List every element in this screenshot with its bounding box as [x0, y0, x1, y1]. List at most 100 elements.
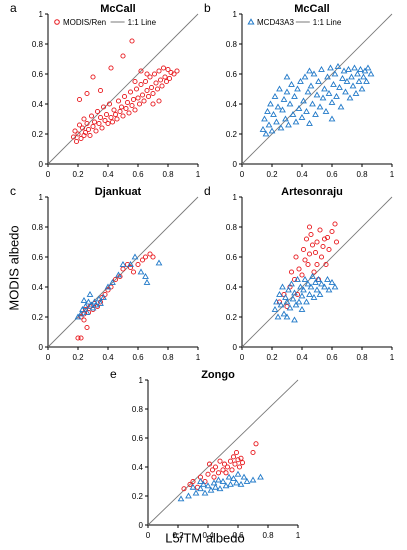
data-point	[325, 286, 333, 293]
data-point	[151, 71, 158, 77]
data-point	[126, 110, 132, 116]
data-point	[212, 483, 219, 490]
data-point	[223, 470, 229, 476]
data-point	[106, 101, 113, 107]
data-point	[363, 77, 370, 84]
data-point	[97, 114, 104, 121]
data-point	[303, 298, 310, 305]
data-point	[234, 470, 242, 477]
panel-letter: d	[204, 184, 211, 198]
data-point	[94, 108, 101, 115]
data-point	[111, 107, 117, 113]
data-point	[84, 120, 90, 127]
data-point	[307, 283, 315, 290]
x-tick-label: 0.4	[296, 170, 308, 179]
y-tick-label: 0.8	[32, 223, 44, 232]
data-point	[261, 115, 268, 122]
data-point	[326, 246, 332, 253]
data-point	[90, 123, 96, 130]
data-point	[78, 335, 84, 341]
y-tick-label: 0.8	[226, 223, 238, 232]
data-point	[108, 114, 114, 121]
data-point	[74, 313, 82, 320]
data-point	[298, 292, 306, 299]
data-point	[288, 280, 295, 287]
data-point	[76, 96, 83, 103]
data-point	[249, 476, 257, 483]
data-point	[115, 98, 122, 104]
data-point	[75, 131, 81, 137]
data-point	[102, 117, 108, 124]
data-point	[227, 480, 234, 487]
data-point	[78, 135, 84, 142]
data-point	[217, 458, 223, 464]
data-point	[310, 293, 318, 300]
data-point	[271, 305, 279, 312]
data-point	[206, 461, 213, 467]
x-tick-label: 0	[240, 353, 245, 362]
data-point	[282, 115, 289, 122]
x-tick-label: 0.2	[72, 170, 84, 179]
data-point	[150, 101, 156, 107]
x-tick-label: 0.4	[102, 353, 114, 362]
data-point	[298, 113, 306, 120]
data-point	[330, 80, 337, 87]
data-point	[160, 65, 167, 71]
x-tick-label: 0.8	[162, 353, 174, 362]
data-point	[253, 441, 259, 447]
data-point	[97, 87, 104, 94]
panel-title: McCall	[294, 3, 329, 15]
data-point	[97, 299, 104, 306]
data-point	[105, 287, 111, 293]
data-point	[286, 100, 294, 107]
data-point	[302, 257, 308, 263]
data-point	[294, 275, 301, 282]
data-point	[144, 71, 150, 77]
x-tick-label: 0.2	[72, 353, 84, 362]
data-point	[288, 269, 295, 275]
data-point	[120, 53, 126, 59]
data-point	[316, 103, 324, 110]
data-point	[283, 73, 291, 80]
x-tick-label: 0.2	[266, 353, 278, 362]
data-point	[88, 113, 95, 119]
data-point	[316, 290, 324, 297]
panel-title: McCall	[100, 3, 135, 15]
y-tick-label: 1	[139, 376, 144, 385]
data-point	[75, 335, 81, 341]
data-point	[237, 480, 245, 487]
data-point	[282, 293, 289, 300]
data-point	[304, 88, 312, 95]
data-point	[318, 280, 325, 287]
x-tick-label: 0.4	[202, 531, 214, 540]
data-point	[181, 486, 187, 492]
data-point	[103, 111, 110, 118]
data-point	[123, 105, 129, 112]
data-point	[87, 132, 93, 139]
y-tick-label: 1	[233, 193, 238, 202]
data-point	[200, 480, 207, 487]
data-point	[100, 293, 107, 300]
chart-panel-b: 0 0.2 0.4 0.6 0.8 1 0 0.2 0.4 0.6 0.8 1 b McCallMCD43…	[204, 1, 395, 179]
data-point	[306, 290, 313, 297]
data-point	[215, 476, 222, 483]
data-point	[312, 249, 319, 256]
data-point	[139, 92, 146, 98]
data-point	[306, 224, 313, 230]
data-point	[303, 236, 310, 242]
data-point	[325, 89, 333, 96]
data-point	[118, 104, 125, 110]
data-point	[127, 264, 134, 271]
data-point	[300, 286, 307, 293]
data-point	[342, 88, 349, 95]
data-point	[197, 485, 204, 492]
data-point	[339, 74, 346, 81]
data-point	[108, 65, 114, 71]
data-point	[137, 268, 145, 275]
y-tick-label: 0.4	[226, 283, 238, 292]
x-tick-label: 0.4	[296, 353, 308, 362]
y-tick-label: 0.8	[226, 40, 238, 49]
data-point	[309, 100, 316, 107]
data-point	[313, 286, 321, 293]
